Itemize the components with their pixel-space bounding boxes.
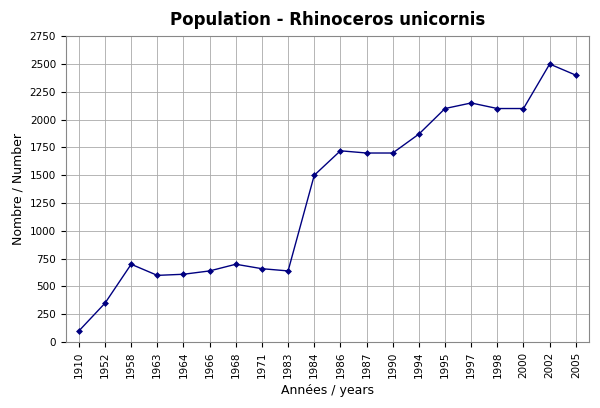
Title: Population - Rhinoceros unicornis: Population - Rhinoceros unicornis	[170, 11, 485, 29]
Y-axis label: Nombre / Number: Nombre / Number	[11, 133, 24, 245]
X-axis label: Années / years: Années / years	[281, 384, 374, 397]
